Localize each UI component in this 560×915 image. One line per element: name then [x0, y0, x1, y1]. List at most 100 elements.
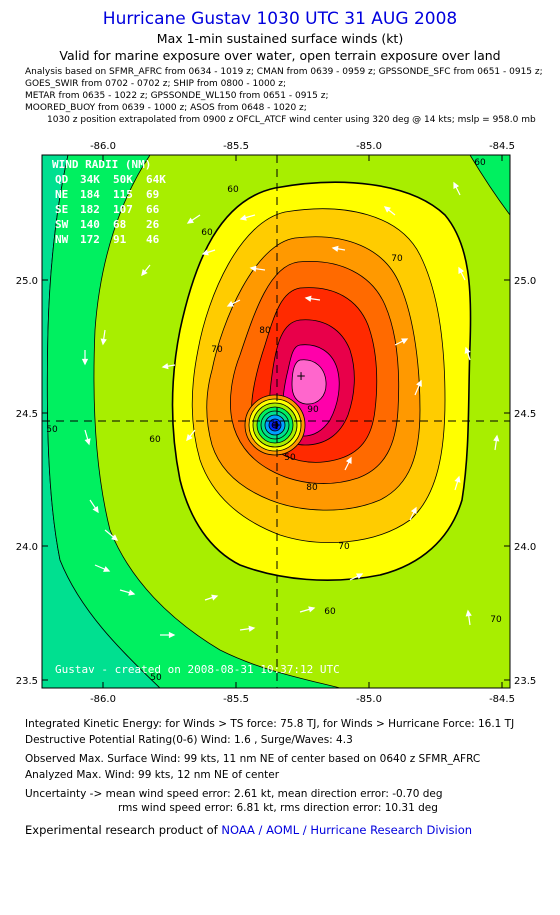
- analysis-line-3: METAR from 0635 - 1022 z; GPSSONDE_WL150…: [25, 91, 329, 101]
- analysis-line-2: GOES_SWIR from 0702 - 0702 z; SHIP from …: [25, 79, 287, 89]
- analysis-line-1: Analysis based on SFMR_AFRC from 0634 - …: [25, 67, 543, 77]
- contour-labels: 60 60 60 60 70 70 70 80 80 90 70 50 50 60 50: [46, 158, 502, 683]
- wind-arrow: [409, 506, 417, 521]
- wind-arrow: [331, 245, 346, 252]
- contour-label: 80: [259, 326, 271, 336]
- y-tick-label-right: 25.0: [514, 276, 536, 287]
- contour-label: 70: [338, 542, 350, 552]
- wind-radii-cell: SE: [55, 203, 68, 216]
- wind-arrow: [84, 429, 91, 446]
- wind-arrow: [493, 434, 500, 451]
- y-tick-label-left: 23.5: [16, 676, 38, 687]
- y-tick-label-left: 24.5: [16, 409, 38, 420]
- wind-radii-cell: 172: [80, 233, 100, 246]
- wind-arrow: [344, 456, 352, 471]
- wind-radii-title: WIND RADII (NM): [52, 158, 151, 171]
- max-wind-marker: +: [296, 369, 306, 383]
- x-tick-label-top: -85.0: [356, 141, 382, 152]
- map-credit: Gustav - created on 2008-08-31 10:37:12 …: [55, 663, 340, 676]
- x-tick-label-top: -85.5: [223, 141, 249, 152]
- wind-radii-table: WIND RADII (NM) QD 34K 50K 64K NE 184 115 69 SE 18…: [52, 158, 166, 246]
- wind-arrow: [119, 589, 136, 596]
- subtitle-exposure: Valid for marine exposure over water, op…: [59, 48, 501, 63]
- wind-arrow: [454, 475, 461, 491]
- wind-radii-cell: 91: [113, 233, 127, 246]
- wind-arrow: [226, 299, 241, 307]
- wind-radii-header-cell: 50K: [113, 173, 133, 186]
- wind-arrow: [299, 606, 316, 613]
- wind-radii-header-cell: 64K: [146, 173, 166, 186]
- x-tick-label-bottom: -85.0: [356, 694, 382, 705]
- plot-frame: [41, 154, 511, 689]
- x-tick-label-bottom: -84.5: [489, 694, 515, 705]
- wind-arrow: [465, 609, 472, 626]
- wind-arrow: [349, 573, 364, 581]
- wind-arrow: [464, 346, 471, 361]
- wind-radii-header-cell: QD: [55, 173, 69, 186]
- y-tick-label-right: 24.0: [514, 542, 536, 553]
- wind-arrow: [304, 295, 321, 302]
- wind-arrow: [161, 363, 176, 370]
- wind-radii-cell: 115: [113, 188, 133, 201]
- contour-label: 50: [46, 425, 58, 435]
- wind-radii-cell: NW: [55, 233, 69, 246]
- wind-radii-cell: 69: [146, 188, 159, 201]
- x-tick-label-top: -84.5: [489, 141, 515, 152]
- wind-arrow: [94, 564, 111, 572]
- contour-label: 60: [324, 607, 336, 617]
- axis-ticks: [42, 155, 510, 688]
- y-tick-label-right: 23.5: [514, 676, 536, 687]
- wind-arrow: [453, 181, 461, 196]
- wind-arrow: [204, 594, 219, 601]
- wind-radii-cell: 66: [146, 203, 160, 216]
- uncertainty-line-2: rms wind speed error: 6.81 kt, rms direc…: [118, 802, 438, 814]
- contour-label: 60: [227, 185, 239, 195]
- wind-arrow: [201, 249, 216, 256]
- credit-prefix: Experimental research product of: [25, 823, 222, 837]
- wind-radii-header-cell: 34K: [80, 173, 100, 186]
- wind-contours: + + 60 60 60 60 70 70 70 80 80 90 70 50 50 60 50 WIND …: [42, 155, 510, 688]
- dpr-line: Destructive Potential Rating(0-6) Wind: …: [25, 734, 353, 746]
- wind-arrow: [81, 350, 89, 366]
- eye-rings: [244, 394, 306, 456]
- subtitle-units: Max 1-min sustained surface winds (kt): [156, 31, 404, 46]
- analyzed-max-line: Analyzed Max. Wind: 99 kts, 12 nm NE of …: [25, 769, 280, 781]
- contour-label: 60: [474, 158, 486, 168]
- wind-arrow: [414, 379, 422, 396]
- contour-label: 90: [307, 405, 319, 415]
- wind-radii-cell: 140: [80, 218, 100, 231]
- wind-arrow: [186, 214, 201, 224]
- wind-radii-cell: 182: [80, 203, 100, 216]
- band-pink-core: [291, 359, 327, 405]
- wind-arrow: [160, 631, 176, 639]
- wind-radii-cell: 46: [146, 233, 160, 246]
- band-green: [46, 155, 341, 688]
- contour-label: 70: [211, 345, 223, 355]
- wind-radii-cell: 184: [80, 188, 100, 201]
- x-tick-label-bottom: -86.0: [90, 694, 116, 705]
- x-tick-label-bottom: -85.5: [223, 694, 249, 705]
- credit-org-link[interactable]: NOAA / AOML / Hurricane Research Divisio…: [221, 823, 473, 837]
- wind-arrow: [141, 264, 151, 277]
- wind-arrow: [100, 329, 107, 346]
- wind-vectors: [81, 181, 500, 639]
- contour-label: 60: [201, 228, 213, 238]
- wind-radii-cell: 26: [146, 218, 160, 231]
- extrapolation-note: 1030 z position extrapolated from 0900 z…: [47, 115, 536, 125]
- contour-label: 50: [150, 673, 162, 683]
- contour-label: 60: [149, 435, 161, 445]
- contour-label: 70: [490, 615, 502, 625]
- contour-label: 50: [284, 453, 296, 463]
- wind-radii-cell: SW: [55, 218, 69, 231]
- wind-arrow: [383, 206, 396, 216]
- wind-arrow: [458, 266, 466, 281]
- axis-tick-labels: -86.0 -86.0 -85.5 -85.5 -85.0 -85.0 -84.5 -84.5…: [16, 141, 537, 705]
- wind-radii-cell: 107: [113, 203, 133, 216]
- wind-arrow: [186, 429, 196, 442]
- y-tick-label-right: 24.5: [514, 409, 536, 420]
- credit-line: Experimental research product of NOAA / …: [25, 823, 472, 837]
- page-title: Hurricane Gustav 1030 UTC 31 AUG 2008: [102, 9, 458, 29]
- wind-radii-cell: 68: [113, 218, 126, 231]
- wind-radii-cell: NE: [55, 188, 68, 201]
